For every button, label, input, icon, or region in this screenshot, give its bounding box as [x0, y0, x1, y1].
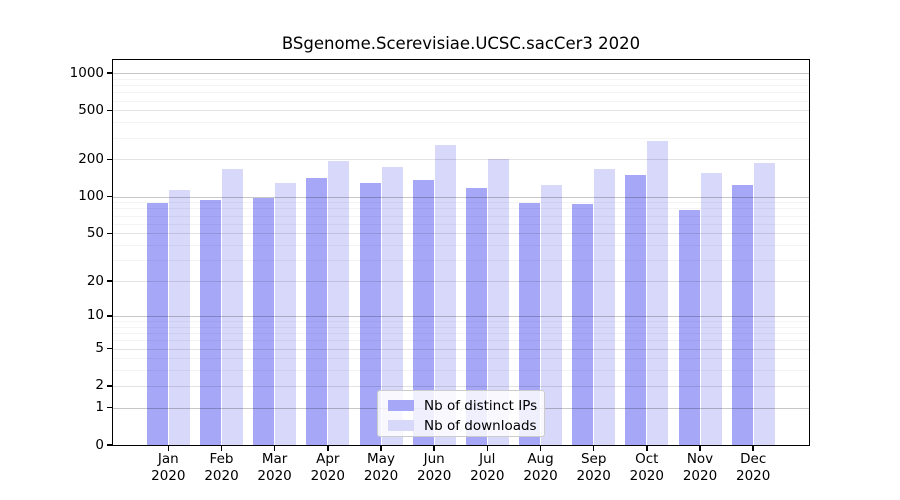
x-tick-mark: [220, 445, 223, 451]
legend: Nb of distinct IPs Nb of downloads: [377, 390, 545, 437]
bar-downloads-dec: [753, 163, 775, 445]
bar-distinct-ips-aug: [519, 203, 540, 445]
bar-downloads-jul: [487, 159, 509, 445]
bar-downloads-feb: [222, 169, 243, 445]
x-tick-mark: [592, 445, 595, 451]
bar-distinct-ips-jul: [465, 187, 487, 445]
bar-distinct-ips-apr: [306, 177, 328, 445]
chart-title: BSgenome.Scerevisiae.UCSC.sacCer3 2020: [281, 34, 641, 53]
gridline-minor: [113, 340, 809, 342]
bar-distinct-ips-mar: [253, 198, 275, 445]
gridline: [113, 196, 809, 198]
gridline-minor: [113, 358, 809, 360]
x-tick-mark: [167, 445, 170, 451]
gridline: [113, 315, 809, 317]
gridline: [113, 385, 809, 387]
x-axis-tick-label: Mar 2020: [257, 451, 292, 484]
gridline-minor: [113, 321, 809, 322]
gridline-minor: [113, 333, 809, 334]
bar-distinct-ips-nov: [678, 210, 700, 445]
gridline-minor: [113, 100, 809, 102]
gridline-minor: [113, 245, 809, 246]
y-axis-tick-label: 1000: [69, 64, 104, 81]
gridline-minor: [113, 122, 809, 124]
bar-downloads-nov: [700, 173, 722, 445]
gridline-minor: [113, 92, 809, 94]
x-tick-mark: [327, 445, 329, 451]
x-axis-tick-label: Aug 2020: [523, 451, 558, 484]
gridline: [113, 281, 809, 283]
grid-layer: [113, 60, 809, 445]
bar-downloads-oct: [647, 141, 669, 445]
y-axis-tick-label: 0: [95, 436, 104, 453]
gridline-minor: [113, 208, 809, 210]
bar-distinct-ips-jan: [146, 202, 168, 445]
bar-downloads-may: [381, 167, 403, 445]
x-tick-mark: [699, 445, 701, 451]
y-axis-tick-label: 10: [86, 307, 104, 324]
bar-downloads-jun: [434, 144, 456, 445]
legend-item-distinct-ips: Nb of distinct IPs: [388, 397, 538, 414]
bar-downloads-aug: [541, 184, 562, 445]
gridline: [113, 110, 809, 112]
y-axis-tick-label: 100: [78, 188, 104, 204]
gridline-minor: [113, 223, 809, 225]
gridline-minor: [113, 202, 809, 204]
x-axis-tick-label: Oct 2020: [629, 451, 664, 484]
legend-label-downloads: Nb of downloads: [424, 417, 537, 434]
bar-distinct-ips-may: [359, 183, 381, 445]
y-axis-tick-label: 1: [95, 399, 104, 416]
gridline-minor: [113, 215, 809, 217]
x-tick-mark: [380, 445, 382, 451]
x-axis-tick-label: Jun 2020: [417, 451, 452, 484]
gridline-minor: [113, 78, 809, 80]
gridline: [113, 73, 809, 74]
gridline-minor: [113, 260, 809, 262]
x-tick-mark: [539, 445, 542, 451]
y-axis-tick-label: 2: [95, 377, 104, 394]
gridline-minor: [113, 137, 809, 139]
y-axis-tick-label: 5: [95, 340, 104, 356]
x-axis-tick-label: Jul 2020: [470, 451, 505, 484]
x-axis-tick-label: Sep 2020: [576, 451, 611, 484]
bar-distinct-ips-sep: [572, 203, 594, 445]
y-axis-tick-label: 500: [78, 101, 104, 118]
bar-downloads-jan: [168, 189, 190, 445]
x-tick-mark: [752, 445, 754, 451]
bar-distinct-ips-oct: [625, 174, 647, 445]
y-axis-tick-label: 20: [86, 272, 104, 289]
bar-distinct-ips-dec: [731, 184, 753, 445]
legend-item-downloads: Nb of downloads: [388, 417, 537, 434]
x-axis-tick-label: Apr 2020: [310, 451, 345, 484]
legend-swatch-downloads: [388, 420, 414, 431]
y-axis-tick-label: 200: [78, 150, 104, 167]
bar-downloads-sep: [594, 168, 616, 445]
x-tick-mark: [486, 445, 489, 451]
bar-distinct-ips-jun: [412, 179, 434, 445]
y-axis-tick-label: 50: [86, 224, 104, 241]
x-tick-mark: [646, 445, 648, 451]
bars-layer: [113, 60, 809, 445]
gridline-minor: [113, 370, 809, 372]
plot-area: Nb of distinct IPs Nb of downloads: [113, 60, 809, 445]
x-axis-tick-label: Nov 2020: [682, 451, 718, 484]
bar-downloads-apr: [328, 160, 350, 445]
gridline-minor: [113, 85, 809, 86]
legend-swatch-distinct-ips: [388, 400, 414, 411]
x-axis-tick-label: Jan 2020: [151, 451, 186, 484]
x-tick-mark: [433, 445, 435, 451]
gridline: [113, 233, 809, 235]
gridline: [113, 348, 809, 350]
x-tick-mark: [273, 445, 276, 451]
bar-downloads-mar: [275, 182, 297, 445]
gridline: [113, 159, 809, 161]
legend-label-distinct-ips: Nb of distinct IPs: [424, 397, 538, 414]
x-axis-tick-label: Dec 2020: [736, 451, 771, 484]
gridline-minor: [113, 326, 809, 328]
bar-distinct-ips-feb: [200, 200, 221, 445]
x-axis-tick-label: May 2020: [363, 451, 399, 484]
x-axis-tick-label: Feb 2020: [204, 451, 239, 484]
